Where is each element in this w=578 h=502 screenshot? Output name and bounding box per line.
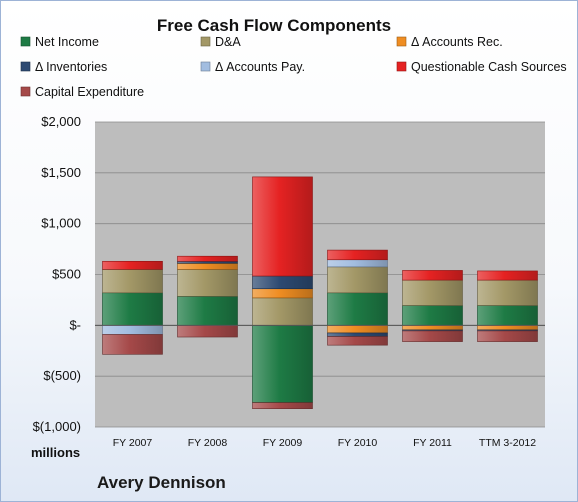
legend-label: D&A bbox=[215, 35, 241, 49]
bar-segment-capital-expenditure bbox=[327, 336, 388, 346]
company-name: Avery Dennison bbox=[97, 473, 226, 492]
legend-swatch bbox=[396, 36, 407, 47]
y-tick-label: $(500) bbox=[43, 368, 81, 383]
bar-segment-delta-inventories bbox=[252, 275, 313, 290]
bar-segment-capital-expenditure bbox=[477, 330, 538, 342]
bar-segment-capital-expenditure bbox=[252, 402, 313, 410]
bar-segment-questionable-cash-sources bbox=[327, 249, 388, 261]
bar-group-fy-2010 bbox=[327, 249, 388, 346]
bar-segment-questionable-cash-sources bbox=[477, 270, 538, 281]
bar-segment-d-a bbox=[327, 266, 388, 294]
legend-item-delta-inventories: Δ Inventories bbox=[20, 60, 107, 74]
bar-segment-delta-accounts-rec bbox=[327, 325, 388, 334]
bar-segment-delta-accounts-rec bbox=[477, 325, 538, 331]
bar-segment-delta-accounts-rec bbox=[402, 325, 463, 331]
legend-swatch bbox=[20, 36, 31, 47]
bar-segment-capital-expenditure bbox=[402, 330, 463, 342]
bar-segment-delta-inventories bbox=[327, 332, 388, 337]
bar-segment-questionable-cash-sources bbox=[252, 176, 313, 277]
legend-label: Questionable Cash Sources bbox=[411, 60, 567, 74]
bar-segment-net-income bbox=[252, 325, 313, 403]
y-axis: $2,000 $1,500 $1,000 $500 $- $(500) $(1,000) bbox=[33, 114, 81, 434]
bar-group-fy-2008 bbox=[177, 255, 238, 338]
bar-segment-d-a bbox=[177, 269, 238, 297]
bar-group-ttm-3-2012 bbox=[477, 270, 538, 342]
bars bbox=[95, 176, 545, 410]
bar-segment-questionable-cash-sources bbox=[402, 270, 463, 281]
x-tick-label: FY 2007 bbox=[113, 437, 153, 449]
unit-label: millions bbox=[31, 445, 80, 460]
legend-swatch bbox=[200, 36, 211, 47]
bar-segment-net-income bbox=[477, 305, 538, 326]
bar-segment-delta-accounts-pay bbox=[327, 259, 388, 268]
bar-group-fy-2009 bbox=[252, 176, 313, 410]
legend-swatch bbox=[200, 61, 211, 72]
y-tick-label: $1,000 bbox=[41, 216, 81, 231]
legend-item-delta-accounts-rec: Δ Accounts Rec. bbox=[396, 35, 503, 49]
legend-swatch bbox=[20, 86, 31, 97]
legend-item-capital-expenditure: Capital Expenditure bbox=[20, 85, 144, 99]
bar-group-fy-2011 bbox=[402, 270, 463, 342]
legend-swatch bbox=[396, 61, 407, 72]
legend-label: Capital Expenditure bbox=[35, 85, 144, 99]
x-tick-label: FY 2010 bbox=[338, 437, 378, 449]
bar-segment-d-a bbox=[252, 297, 313, 326]
y-tick-label: $- bbox=[69, 317, 81, 332]
x-tick-label: FY 2011 bbox=[413, 437, 452, 449]
legend: Net Income D&A Δ Accounts Rec. Δ Inventorie… bbox=[20, 35, 567, 99]
bar-segment-net-income bbox=[102, 292, 163, 326]
legend-item-delta-accounts-pay: Δ Accounts Pay. bbox=[200, 60, 305, 74]
legend-label: Δ Accounts Rec. bbox=[411, 35, 503, 49]
legend-label: Net Income bbox=[35, 35, 99, 49]
legend-item-d-a: D&A bbox=[200, 35, 241, 49]
x-tick-label: TTM 3-2012 bbox=[479, 437, 536, 449]
bar-segment-delta-accounts-rec bbox=[177, 263, 238, 270]
x-tick-label: FY 2009 bbox=[263, 437, 303, 449]
y-tick-label: $1,500 bbox=[41, 165, 81, 180]
bar-segment-d-a bbox=[402, 279, 463, 306]
legend-swatch bbox=[20, 61, 31, 72]
bar-group-fy-2007 bbox=[102, 260, 163, 355]
bar-segment-delta-inventories bbox=[177, 260, 238, 264]
legend-label: Δ Inventories bbox=[35, 60, 107, 74]
y-tick-label: $500 bbox=[52, 267, 81, 282]
bar-segment-net-income bbox=[177, 296, 238, 326]
bar-segment-capital-expenditure bbox=[102, 334, 163, 355]
bar-segment-delta-accounts-rec bbox=[252, 288, 313, 299]
gridlines bbox=[95, 121, 545, 428]
bar-segment-net-income bbox=[402, 305, 463, 326]
legend-item-questionable-cash-sources: Questionable Cash Sources bbox=[396, 60, 567, 74]
bar-segment-questionable-cash-sources bbox=[102, 260, 163, 270]
bar-segment-d-a bbox=[477, 279, 538, 306]
bar-segment-capital-expenditure bbox=[177, 325, 238, 338]
x-axis: FY 2007 FY 2008 FY 2009 FY 2010 FY 2011 TTM 3… bbox=[113, 437, 537, 449]
y-tick-label: $(1,000) bbox=[33, 419, 81, 434]
y-tick-label: $2,000 bbox=[41, 114, 81, 129]
legend-item-net-income: Net Income bbox=[20, 35, 99, 49]
bar-segment-delta-accounts-pay bbox=[102, 325, 163, 335]
bar-segment-questionable-cash-sources bbox=[177, 255, 238, 262]
x-tick-label: FY 2008 bbox=[188, 437, 228, 449]
bar-segment-d-a bbox=[102, 269, 163, 294]
chart-title: Free Cash Flow Components bbox=[157, 16, 391, 35]
legend-label: Δ Accounts Pay. bbox=[215, 60, 305, 74]
bar-segment-net-income bbox=[327, 292, 388, 326]
